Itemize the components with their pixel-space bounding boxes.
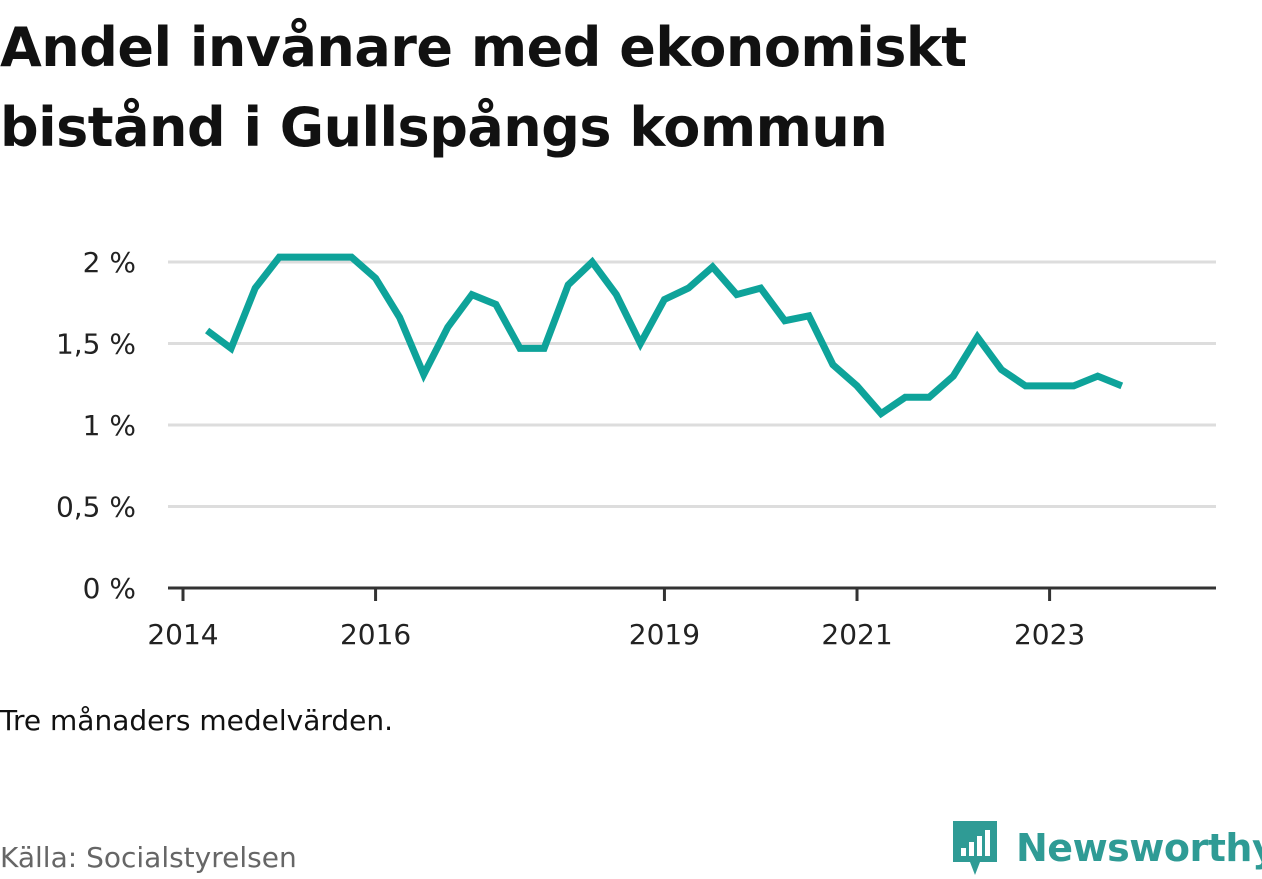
y-tick-label: 2 %	[83, 246, 136, 279]
chart-title-line-2: bistånd i Gullspångs kommun	[0, 96, 888, 159]
line-chart: 0 % 0,5 % 1 % 1,5 % 2 % 2014 2016 2019 2021 2023	[56, 246, 1216, 651]
y-tick-label: 0,5 %	[56, 491, 136, 524]
brand-name: Newsworthy	[1016, 826, 1262, 870]
chart-note: Tre månaders medelvärden.	[0, 704, 394, 737]
y-tick-label: 1 %	[83, 409, 136, 442]
x-axis-labels: 2014 2016 2019 2021 2023	[147, 618, 1085, 651]
gridlines	[168, 260, 1216, 508]
series-line	[205, 253, 1124, 419]
brand-logo[interactable]: Newsworthy	[950, 818, 1262, 878]
y-axis-labels: 0 % 0,5 % 1 % 1,5 % 2 %	[56, 246, 136, 605]
x-tick-label: 2019	[629, 618, 700, 651]
x-axis	[168, 586, 1216, 601]
chart-title-line-1: Andel invånare med ekonomiskt	[0, 16, 967, 79]
y-tick-label: 1,5 %	[56, 328, 136, 361]
x-tick-label: 2023	[1014, 618, 1085, 651]
series-layer	[205, 253, 1124, 419]
source-text: Källa: Socialstyrelsen	[0, 841, 297, 874]
y-tick-label: 0 %	[83, 572, 136, 605]
chart-title: Andel invånare med ekonomiskt bistånd i …	[0, 8, 1240, 168]
x-tick-label: 2016	[340, 618, 411, 651]
x-tick-label: 2021	[821, 618, 892, 651]
x-tick-label: 2014	[147, 618, 218, 651]
bar-chart-badge-icon	[953, 821, 997, 875]
